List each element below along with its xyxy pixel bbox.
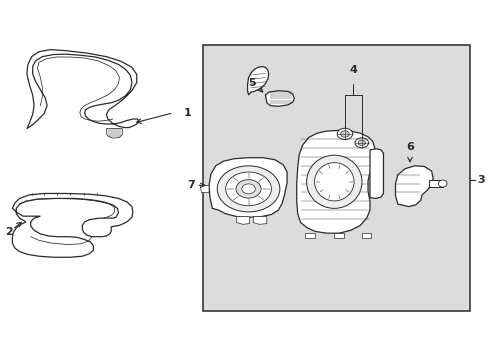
Bar [203,45,469,311]
Polygon shape [428,180,442,187]
Polygon shape [106,129,122,138]
Ellipse shape [354,138,368,148]
Polygon shape [236,216,249,224]
Polygon shape [305,233,314,238]
Ellipse shape [306,155,361,208]
Ellipse shape [438,180,446,187]
Polygon shape [12,193,133,257]
Polygon shape [247,67,268,95]
Text: 5: 5 [248,77,256,87]
Polygon shape [334,233,343,238]
Text: 1: 1 [183,108,191,118]
Polygon shape [395,166,432,207]
Polygon shape [296,130,374,233]
Text: 6: 6 [405,142,413,152]
Polygon shape [27,50,139,129]
Polygon shape [208,158,286,217]
Polygon shape [253,216,266,224]
Polygon shape [369,149,383,198]
Polygon shape [200,185,208,192]
Ellipse shape [217,166,279,212]
Ellipse shape [225,172,271,206]
Text: 7: 7 [186,180,194,190]
Ellipse shape [314,163,353,201]
Ellipse shape [337,128,352,140]
Text: 3: 3 [476,175,484,185]
Polygon shape [265,91,294,106]
Ellipse shape [357,140,365,145]
Ellipse shape [340,131,348,137]
Ellipse shape [236,180,261,198]
Polygon shape [361,233,371,238]
Text: 2: 2 [5,228,12,238]
Text: 4: 4 [349,66,357,76]
Ellipse shape [241,184,255,194]
